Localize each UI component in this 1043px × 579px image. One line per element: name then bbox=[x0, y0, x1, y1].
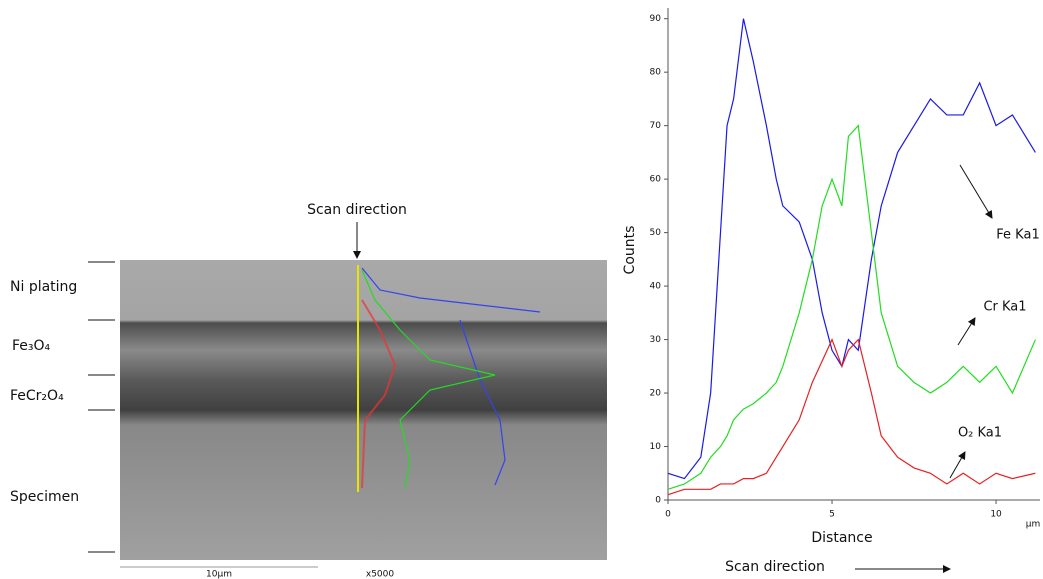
annotation-arrow bbox=[960, 165, 992, 218]
scale-label: 10µm bbox=[206, 570, 232, 579]
y-tick-label: 60 bbox=[650, 175, 662, 185]
layer-label: FeCr₂O₄ bbox=[10, 388, 64, 404]
y-tick-label: 0 bbox=[655, 496, 661, 506]
scan-label: Scan direction bbox=[307, 202, 407, 218]
annotation-arrow bbox=[958, 318, 975, 345]
figure: Scan direction Ni plating Fe₃O₄ FeCr₂O₄ … bbox=[0, 0, 1043, 579]
layer-label: Ni plating bbox=[10, 279, 77, 295]
magnification: x5000 bbox=[366, 570, 395, 579]
y-tick-label: 40 bbox=[650, 282, 662, 292]
x-tick-label: 0 bbox=[665, 510, 671, 520]
layer-label: Fe₃O₄ bbox=[12, 338, 51, 354]
y-tick-label: 80 bbox=[650, 68, 662, 78]
y-tick-label: 30 bbox=[650, 335, 662, 345]
sem-image bbox=[120, 260, 607, 560]
direction-label: Scan direction bbox=[725, 559, 825, 575]
series-label: Fe Ka1 bbox=[996, 228, 1039, 243]
y-axis-label: Counts bbox=[622, 226, 638, 275]
x-unit: µm bbox=[1026, 520, 1041, 530]
y-tick-label: 50 bbox=[650, 228, 662, 238]
x-axis-label: Distance bbox=[811, 530, 872, 546]
y-tick-label: 70 bbox=[650, 121, 662, 131]
series-line bbox=[668, 340, 1035, 495]
series-label: Cr Ka1 bbox=[983, 300, 1026, 315]
series-line bbox=[668, 19, 1035, 479]
x-tick-label: 5 bbox=[829, 510, 835, 520]
y-tick-label: 90 bbox=[650, 14, 662, 24]
series-label: O₂ Ka1 bbox=[958, 426, 1002, 441]
layer-label: Specimen bbox=[10, 489, 79, 505]
x-tick-label: 10 bbox=[990, 510, 1002, 520]
y-tick-label: 20 bbox=[650, 389, 662, 399]
y-tick-label: 10 bbox=[650, 442, 662, 452]
